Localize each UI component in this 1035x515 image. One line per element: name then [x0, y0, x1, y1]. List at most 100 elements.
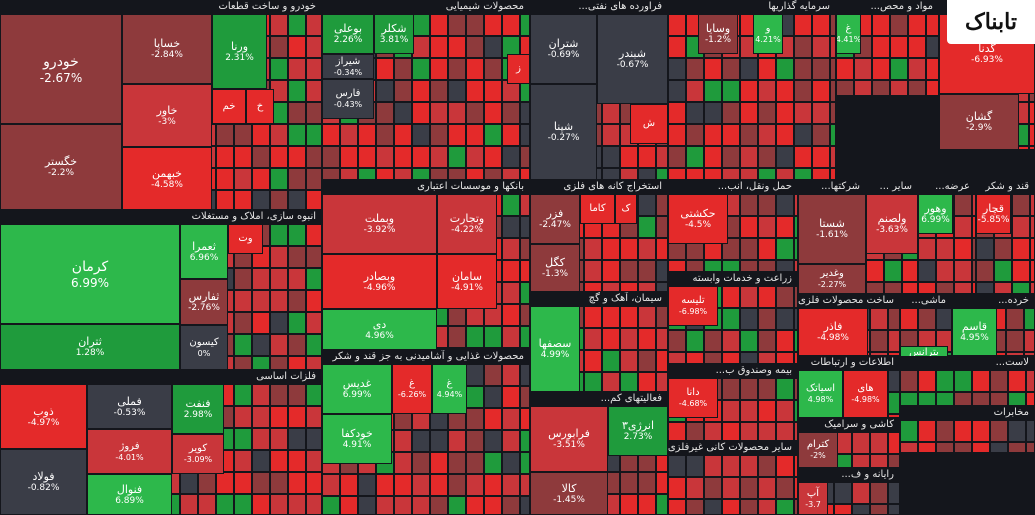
minor-stock-tile[interactable] [234, 406, 252, 428]
minor-stock-tile[interactable] [758, 194, 776, 216]
minor-stock-tile[interactable] [954, 282, 972, 294]
minor-stock-tile[interactable] [288, 246, 306, 268]
sector-box[interactable]: محصولات شیمیایی بوعلی 2.26% شکلر 3.81% شیراز -… [322, 0, 530, 180]
stock-tile[interactable]: شیراز -0.34% [322, 54, 374, 79]
minor-stock-tile[interactable] [776, 260, 794, 272]
minor-stock-tile[interactable] [794, 124, 812, 146]
minor-stock-tile[interactable] [794, 14, 812, 36]
minor-stock-tile[interactable] [502, 348, 520, 350]
minor-stock-tile[interactable] [502, 452, 520, 474]
minor-stock-tile[interactable] [322, 124, 340, 146]
minor-stock-tile[interactable] [776, 216, 794, 238]
minor-stock-tile[interactable] [794, 58, 812, 80]
minor-stock-tile[interactable] [740, 352, 758, 364]
minor-stock-tile[interactable] [448, 430, 466, 452]
sector-box[interactable]: مواد و محص... غ 4.41% [836, 0, 939, 96]
minor-stock-tile[interactable] [794, 400, 798, 422]
minor-stock-tile[interactable] [1029, 146, 1035, 150]
minor-stock-tile[interactable] [602, 260, 620, 282]
minor-stock-tile[interactable] [216, 494, 234, 515]
minor-stock-tile[interactable] [288, 190, 306, 210]
minor-stock-tile[interactable] [918, 282, 936, 294]
minor-stock-tile[interactable] [668, 330, 686, 352]
minor-stock-tile[interactable] [794, 422, 798, 441]
minor-stock-tile[interactable] [794, 330, 798, 352]
minor-stock-tile[interactable] [1030, 260, 1035, 282]
minor-stock-tile[interactable] [704, 168, 722, 180]
minor-stock-tile[interactable] [722, 80, 740, 102]
minor-stock-tile[interactable] [252, 450, 270, 472]
minor-stock-tile[interactable] [502, 304, 520, 326]
minor-stock-tile[interactable] [448, 80, 466, 102]
minor-stock-tile[interactable] [288, 36, 306, 58]
minor-stock-tile[interactable] [890, 58, 908, 80]
minor-stock-tile[interactable] [888, 370, 900, 392]
minor-stock-tile[interactable] [198, 494, 216, 515]
stock-tile[interactable]: سصفها 4.99% [530, 306, 580, 392]
minor-stock-tile[interactable] [830, 168, 836, 180]
minor-stock-tile[interactable] [520, 452, 530, 474]
minor-stock-tile[interactable] [340, 146, 358, 168]
minor-stock-tile[interactable] [602, 306, 620, 328]
minor-stock-tile[interactable] [270, 14, 288, 36]
minor-stock-tile[interactable] [900, 370, 918, 392]
minor-stock-tile[interactable] [198, 472, 216, 494]
minor-stock-tile[interactable] [1012, 282, 1030, 294]
minor-stock-tile[interactable] [794, 194, 798, 216]
minor-stock-tile[interactable] [870, 482, 888, 504]
minor-stock-tile[interactable] [520, 14, 530, 36]
minor-stock-tile[interactable] [322, 146, 340, 168]
minor-stock-tile[interactable] [722, 477, 740, 499]
minor-stock-tile[interactable] [412, 430, 430, 452]
minor-stock-tile[interactable] [794, 378, 798, 400]
minor-stock-tile[interactable] [340, 496, 358, 515]
minor-stock-tile[interactable] [394, 58, 412, 80]
minor-stock-tile[interactable] [1006, 330, 1024, 352]
minor-stock-tile[interactable] [394, 452, 412, 474]
stock-tile[interactable]: فاذر -4.98% [798, 308, 868, 356]
minor-stock-tile[interactable] [502, 238, 520, 260]
stock-tile[interactable]: دانا -4.68% [668, 378, 718, 418]
minor-stock-tile[interactable] [888, 504, 900, 515]
minor-stock-tile[interactable] [520, 474, 530, 496]
minor-stock-tile[interactable] [836, 58, 854, 80]
minor-stock-tile[interactable] [740, 102, 758, 124]
minor-stock-tile[interactable] [740, 378, 758, 400]
minor-stock-tile[interactable] [216, 472, 234, 494]
minor-stock-tile[interactable] [270, 290, 288, 312]
minor-stock-tile[interactable] [812, 14, 830, 36]
minor-stock-tile[interactable] [376, 474, 394, 496]
minor-stock-tile[interactable] [972, 420, 990, 442]
minor-stock-tile[interactable] [918, 442, 936, 453]
minor-stock-tile[interactable] [602, 102, 620, 124]
minor-stock-tile[interactable] [602, 146, 620, 168]
minor-stock-tile[interactable] [584, 306, 602, 328]
stock-tile[interactable]: فولاد -0.82% [0, 449, 87, 515]
minor-stock-tile[interactable] [638, 494, 656, 515]
minor-stock-tile[interactable] [502, 364, 520, 386]
minor-stock-tile[interactable] [584, 238, 602, 260]
sector-box[interactable]: خودرو و ساخت قطعات خودرو -2.67% خگستر -2.2% خ… [0, 0, 322, 210]
stock-tile[interactable]: ک [615, 194, 637, 224]
minor-stock-tile[interactable] [830, 36, 836, 58]
minor-stock-tile[interactable] [234, 168, 252, 190]
minor-stock-tile[interactable] [288, 124, 306, 146]
minor-stock-tile[interactable] [686, 80, 704, 102]
minor-stock-tile[interactable] [990, 442, 1008, 453]
minor-stock-tile[interactable] [270, 146, 288, 168]
minor-stock-tile[interactable] [776, 194, 794, 216]
minor-stock-tile[interactable] [954, 216, 972, 238]
minor-stock-tile[interactable] [620, 472, 638, 494]
minor-stock-tile[interactable] [954, 442, 972, 453]
minor-stock-tile[interactable] [484, 146, 502, 168]
minor-stock-tile[interactable] [270, 406, 288, 428]
minor-stock-tile[interactable] [306, 246, 322, 268]
minor-stock-tile[interactable] [376, 124, 394, 146]
minor-stock-tile[interactable] [1030, 282, 1035, 294]
stock-tile[interactable]: شکلر 3.81% [374, 14, 414, 54]
minor-stock-tile[interactable] [870, 308, 888, 330]
minor-stock-tile[interactable] [990, 370, 1008, 392]
minor-stock-tile[interactable] [686, 499, 704, 515]
stock-tile[interactable]: خاور -3% [122, 84, 212, 147]
stock-tile[interactable]: خودرو -2.67% [0, 14, 122, 124]
